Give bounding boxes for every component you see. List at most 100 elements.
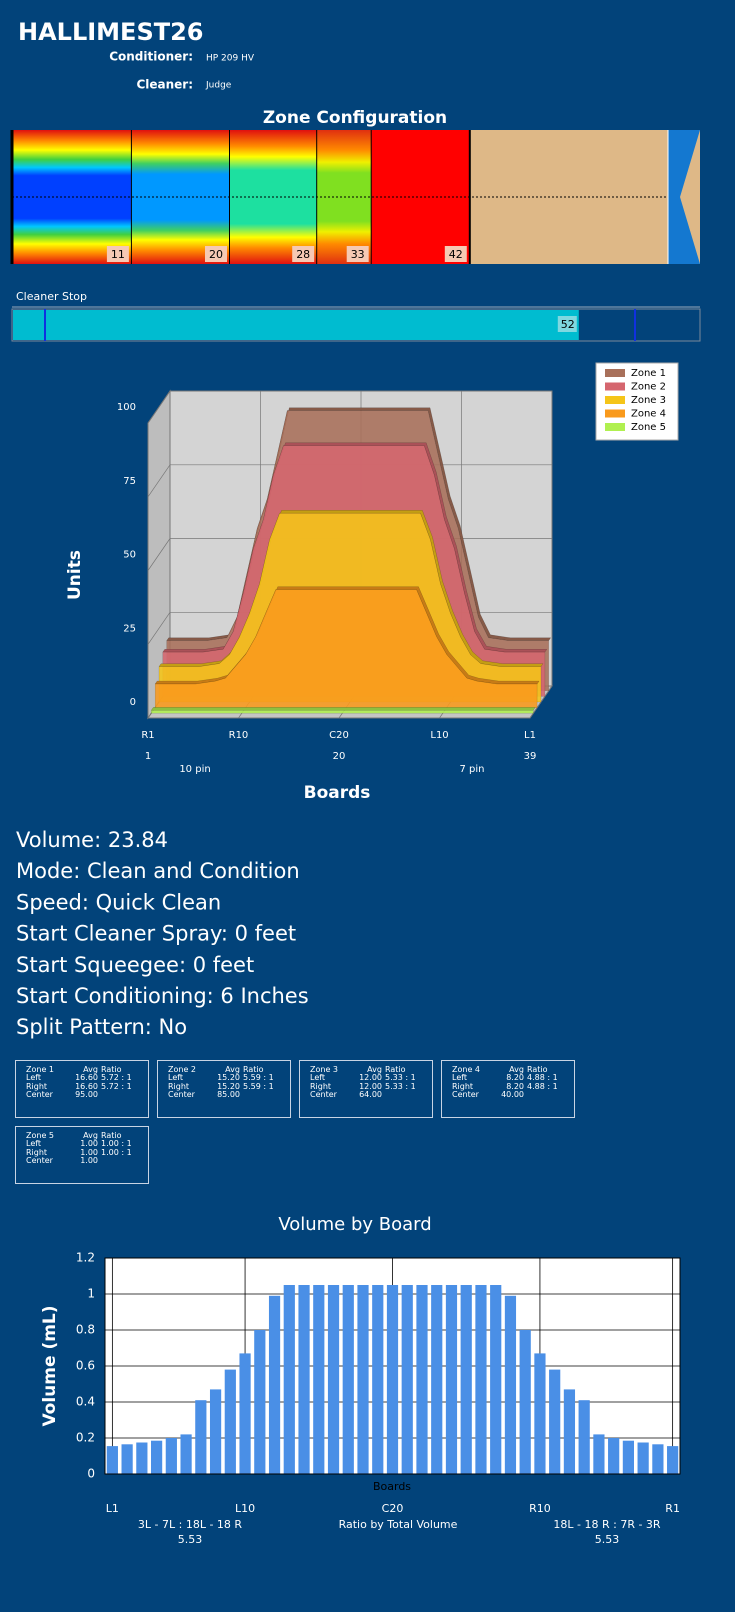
zone-table-row: Center 85.00 — [168, 1090, 290, 1099]
x-tick-label: R10 — [529, 1502, 551, 1515]
zone-table-row: Center 95.00 — [26, 1090, 148, 1100]
board-tick-label: 1 — [145, 751, 151, 762]
zone-marker-label: 20 — [209, 248, 223, 261]
cleaner-label: Cleaner: — [136, 78, 193, 92]
y-axis-title: Units — [65, 550, 85, 600]
zone-table-row: Right 15.20 5.59 : 1 — [168, 1082, 290, 1091]
zone-table-row: Right 16.60 5.72 : 1 — [26, 1081, 148, 1091]
cleaner-stop: 52 — [13, 310, 579, 340]
cell: Left — [26, 1073, 42, 1083]
zone-table-header: Zone 2 Avg Ratio — [168, 1065, 290, 1074]
bar — [667, 1446, 679, 1474]
chart-3d: 0 25 50 75 100 R1 R10 C20 L10 L1 1 20 39 Zone 1 Zone 2… — [117, 362, 679, 762]
x-tick-label: L10 — [235, 1502, 255, 1515]
cell: 40.00 — [501, 1090, 524, 1100]
chart-title: Volume by Board — [278, 1214, 431, 1235]
ratio-value: 5.53 — [595, 1533, 620, 1546]
y-tick-label: 1 — [87, 1287, 95, 1301]
conditioner-label: Conditioner: — [109, 50, 193, 64]
column-header: Ratio — [527, 1065, 548, 1074]
bar — [460, 1285, 472, 1474]
bar — [490, 1285, 502, 1474]
zone-table-row: Center 1.00 — [26, 1156, 148, 1166]
bar — [578, 1400, 590, 1474]
area — [151, 710, 534, 714]
zone-table-header: Zone 4 Avg Ratio — [452, 1065, 574, 1074]
title: HALLIMEST26 — [18, 18, 204, 46]
legend-label: Zone 2 — [631, 382, 666, 393]
legend-swatch — [605, 396, 625, 404]
column-header: Ratio — [243, 1065, 264, 1074]
bar — [622, 1440, 634, 1474]
ratio-label: 3L - 7L : 18L - 18 R — [138, 1518, 242, 1531]
ratio-title: Ratio by Total Volume — [339, 1518, 458, 1531]
annotation: 10 pin — [179, 764, 210, 775]
ratio-value: 5.53 — [178, 1533, 203, 1546]
cell: 1.00 — [80, 1156, 98, 1166]
legend: Zone 1 Zone 2 Zone 3 Zone 4 Zone 5 — [595, 362, 679, 441]
bar — [549, 1369, 561, 1474]
setting-line: Start Conditioning: 6 Inches — [16, 984, 309, 1008]
cell: 1.00 : 1 — [101, 1147, 132, 1157]
bar — [342, 1285, 354, 1474]
cell: Right — [26, 1081, 48, 1091]
plot-border — [104, 1257, 681, 1475]
y-axis-title: Volume (mL) — [40, 1305, 60, 1426]
bar — [313, 1285, 325, 1474]
cleaner-stop-value: 52 — [561, 318, 575, 331]
ribbon-top — [150, 707, 536, 711]
cell: 16.60 — [75, 1081, 98, 1091]
legend-label: Zone 3 — [631, 395, 666, 406]
bar — [445, 1285, 458, 1474]
zone-table-title: Zone 4 — [452, 1065, 480, 1074]
legend-swatch — [605, 409, 625, 418]
column-header: Ratio — [385, 1065, 406, 1074]
x-tick-label: C20 — [382, 1502, 404, 1515]
cell: 5.72 : 1 — [101, 1081, 132, 1091]
cell: 95.00 — [75, 1090, 98, 1100]
zone-table: Zone 1 Avg Ratio Left 16.60 5.72 : 1 Right 16.6… — [15, 1060, 149, 1118]
grid-line — [529, 391, 553, 719]
zone-table-title: Zone 5 — [26, 1131, 54, 1140]
zone-table-header: Zone 5 Avg Ratio — [26, 1131, 148, 1140]
conditioner-value: HP 209 HV — [206, 54, 255, 64]
zone-label-box — [292, 246, 315, 262]
x-tick-label: L1 — [524, 730, 536, 741]
zone-table-row: Left 12.00 5.33 : 1 — [310, 1073, 432, 1083]
cleaner-stop-bar — [13, 310, 579, 340]
cell: Center — [310, 1090, 337, 1100]
bar — [224, 1369, 236, 1474]
cell: Center — [26, 1090, 53, 1100]
bar — [106, 1446, 118, 1474]
zone-label-box — [444, 246, 467, 262]
bar — [431, 1285, 443, 1474]
board-tick-label: 39 — [524, 751, 537, 762]
zone-table-header: Zone 3 Avg Ratio — [310, 1065, 432, 1074]
bar — [268, 1295, 281, 1474]
cell: 1.00 — [80, 1139, 98, 1149]
cell: Center — [26, 1156, 53, 1166]
bar — [372, 1285, 384, 1474]
setting-line: Split Pattern: No — [16, 1015, 187, 1039]
cell: Center — [452, 1090, 479, 1100]
cell: 16.60 — [75, 1073, 98, 1083]
column-header: Ratio — [101, 1131, 122, 1140]
setting-line: Speed: Quick Clean — [16, 890, 221, 914]
legend-swatch — [605, 382, 625, 391]
zone-table-row: Right 12.00 5.33 : 1 — [310, 1081, 432, 1091]
bar — [283, 1285, 295, 1474]
bar — [151, 1440, 163, 1474]
zone-table-row: Right 1.00 1.00 : 1 — [26, 1147, 148, 1157]
zone-table-row: Center 64.00 — [310, 1090, 432, 1100]
zone-table-title: Zone 1 — [26, 1065, 54, 1074]
cell: 12.00 — [359, 1073, 382, 1083]
zone-table: Zone 3 Avg Ratio Left 12.00 5.33 : 1 Right 12.0… — [299, 1060, 433, 1118]
cell: Right — [310, 1081, 332, 1091]
bar — [416, 1285, 428, 1474]
y-tick-label: 25 — [123, 623, 136, 634]
cell: 4.88 : 1 — [527, 1073, 558, 1083]
annotation: 7 pin — [459, 764, 484, 775]
cleaner-stop-box — [557, 316, 577, 332]
bar — [254, 1330, 266, 1474]
